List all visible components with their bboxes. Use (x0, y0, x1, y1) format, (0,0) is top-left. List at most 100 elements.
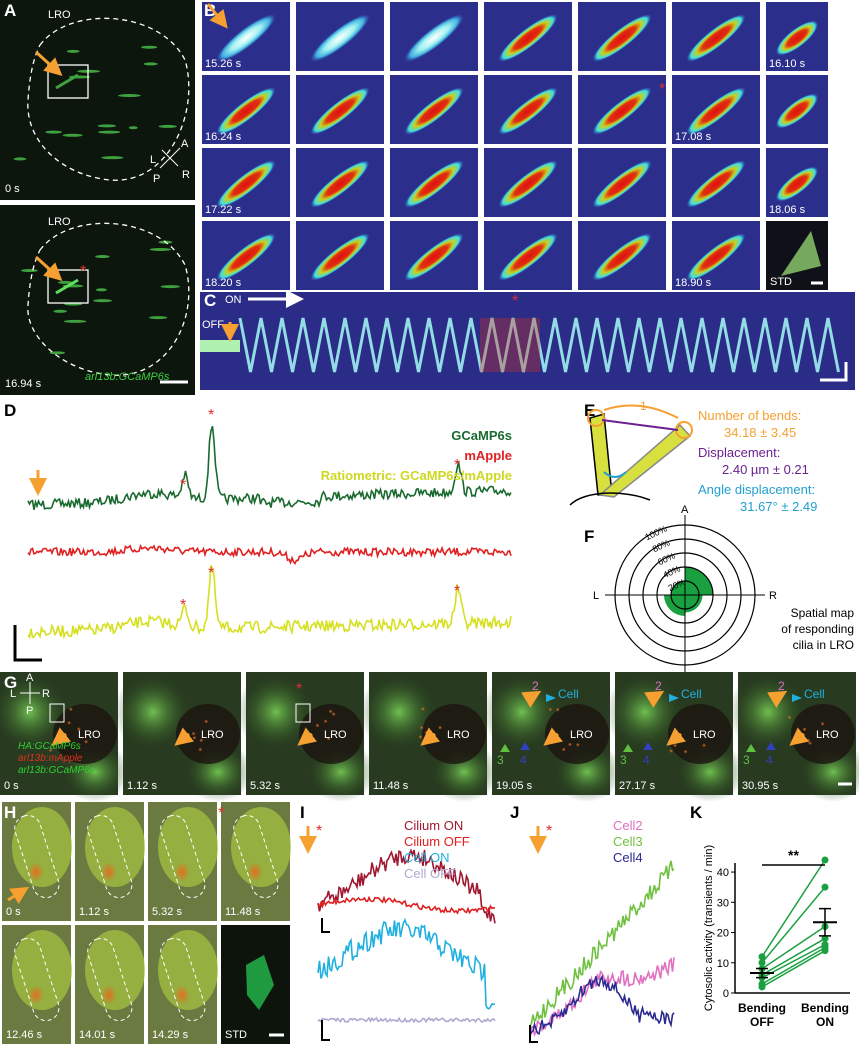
label: A (681, 504, 689, 516)
legend-entry: Cilium ON (404, 818, 463, 833)
cilium (328, 709, 333, 714)
label: 4 (643, 753, 650, 767)
displacement (601, 419, 679, 431)
cilium (802, 727, 807, 732)
error-bar (756, 967, 768, 979)
legend-entry: Cell4 (613, 850, 643, 865)
cilium (28, 862, 44, 882)
cilium-signal (498, 233, 558, 281)
lro-outline (27, 222, 190, 376)
label: 4 (520, 753, 527, 767)
cilium (55, 278, 79, 295)
cilium-outline (160, 937, 206, 1022)
asterisk: * (80, 263, 86, 280)
legend-entry: mApple (464, 448, 512, 463)
cilium-signal (498, 87, 558, 135)
x-tick-label: Bending OFF (738, 1001, 786, 1029)
cilium-signal (404, 87, 464, 135)
cilium (160, 285, 180, 289)
label: LRO (570, 729, 593, 741)
legend-entry: GCaMP6s (451, 428, 512, 443)
cilium-signal (310, 233, 370, 281)
cilium-outline (160, 814, 206, 899)
tissue (728, 672, 808, 752)
label: 11.48 s (225, 906, 261, 918)
y-tick-label: 30 (717, 897, 729, 909)
cilium-outline (14, 814, 60, 899)
cilium-outline (14, 937, 60, 1022)
panel-label: E (584, 401, 595, 420)
marker (500, 744, 510, 752)
arrow (767, 690, 788, 708)
label: Angle displacement: (698, 482, 815, 497)
cilium (673, 743, 678, 748)
panel-label: C (204, 291, 216, 310)
cilium (683, 749, 688, 754)
cilium (702, 743, 707, 748)
scale-bar (13, 625, 42, 662)
cilium-signal (216, 233, 276, 281)
caption: of responding (781, 622, 854, 636)
cilium-signal (775, 93, 819, 129)
cilium (98, 130, 121, 134)
cell-surface (569, 492, 651, 506)
legend-entry: Cell3 (613, 834, 643, 849)
cilium (48, 748, 53, 753)
cilium (204, 719, 209, 724)
cilium-signal (310, 160, 370, 208)
label: Cell (681, 687, 702, 701)
label: R (769, 590, 777, 602)
asterisk: * (454, 457, 460, 474)
label-line: Bending (801, 1001, 849, 1015)
axis-cross (161, 149, 179, 167)
arrow (7, 886, 30, 904)
pair-line (761, 925, 826, 970)
cilium (820, 721, 825, 726)
label: 2 (655, 679, 662, 693)
tip (587, 409, 605, 427)
cilium (174, 862, 190, 882)
cilium (326, 736, 331, 741)
panel-label: D (4, 401, 16, 420)
label: 19.05 s (496, 780, 533, 792)
label: 0 s (6, 906, 21, 918)
angle-arc (603, 471, 627, 478)
label: R (182, 169, 190, 181)
pair-line (761, 947, 826, 985)
marker (766, 742, 776, 750)
arrow (174, 727, 194, 746)
label: R (42, 688, 50, 700)
y-axis-label: Cytosolic activity (transients / min) (703, 845, 715, 1011)
cilium (561, 747, 566, 752)
point (758, 983, 766, 991)
cilium (95, 288, 107, 292)
label: arl13b:GCaMP6s (18, 765, 95, 776)
legend-entry: Cell2 (613, 818, 643, 833)
cilium-signal (404, 14, 464, 62)
panel-label: I (300, 803, 305, 822)
label: 16.94 s (5, 378, 42, 390)
roi-box (295, 703, 311, 723)
cilium (331, 712, 336, 717)
arrow (51, 727, 71, 746)
cilium (149, 247, 171, 251)
cilium (128, 126, 138, 130)
cilium (118, 94, 141, 98)
label: 15.26 s (205, 58, 242, 70)
cilium-signal (592, 160, 652, 208)
cilium (192, 735, 197, 740)
tissue (605, 672, 685, 752)
cilium (424, 730, 429, 735)
label: 30.95 s (742, 780, 779, 792)
cilium (101, 985, 117, 1005)
trace (27, 565, 512, 640)
label: 2 (532, 679, 539, 693)
legend-entry: Ratiometric: GCaMP6s/mApple (321, 468, 512, 483)
cilium (76, 727, 81, 732)
point (821, 947, 829, 955)
significance: ** (788, 847, 799, 863)
label: A (181, 138, 189, 150)
label: 34.18 ± 3.45 (724, 425, 796, 440)
scale-bar (820, 362, 848, 382)
